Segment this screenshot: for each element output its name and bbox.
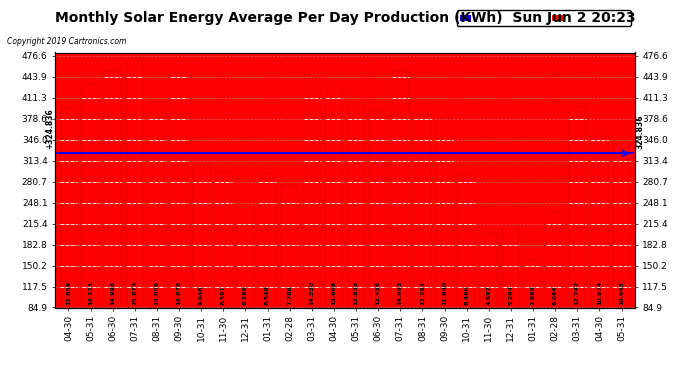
Bar	[613, 140, 630, 308]
Bar	[414, 114, 431, 308]
Bar	[215, 172, 232, 308]
Bar	[282, 185, 298, 308]
Text: 7.768: 7.768	[287, 285, 292, 305]
Bar	[480, 234, 497, 308]
Legend: Average  (kWh), Monthly  (kWh): Average (kWh), Monthly (kWh)	[457, 10, 631, 26]
Text: 12.747: 12.747	[575, 280, 580, 305]
Text: 12.938: 12.938	[353, 280, 359, 305]
Text: 14.878: 14.878	[177, 280, 181, 305]
Text: 9.048: 9.048	[199, 285, 204, 305]
Text: 6.084: 6.084	[553, 285, 558, 305]
Bar	[193, 165, 210, 308]
Bar	[591, 136, 608, 308]
Bar	[126, 57, 143, 308]
Text: Copyright 2019 Cartronics.com: Copyright 2019 Cartronics.com	[7, 38, 126, 46]
Text: 12.281: 12.281	[420, 280, 425, 305]
Bar	[524, 261, 542, 308]
Bar	[237, 209, 254, 308]
Text: 11.940: 11.940	[442, 281, 447, 305]
Bar	[171, 73, 188, 308]
Text: 12.659: 12.659	[66, 280, 71, 305]
Bar	[82, 84, 99, 308]
Bar	[502, 224, 519, 308]
Bar	[569, 107, 586, 307]
Bar	[436, 120, 453, 308]
Bar	[547, 211, 564, 308]
Bar	[259, 173, 276, 308]
Bar	[104, 71, 121, 308]
Text: 4.697: 4.697	[486, 285, 491, 305]
Text: 324.836: 324.836	[635, 115, 645, 149]
Text: 8.591: 8.591	[221, 285, 226, 305]
Bar	[148, 102, 166, 308]
Text: Monthly Solar Energy Average Per Day Production (KWh)  Sun Jun 2 20:23: Monthly Solar Energy Average Per Day Pro…	[55, 11, 635, 25]
Text: 2.986: 2.986	[531, 285, 535, 305]
Text: 14.993: 14.993	[398, 280, 403, 305]
Text: 10.874: 10.874	[597, 281, 602, 305]
Text: 13.029: 13.029	[155, 281, 159, 305]
Bar	[60, 108, 77, 308]
Text: 14.221: 14.221	[88, 280, 93, 305]
Text: 14.550: 14.550	[309, 281, 315, 305]
Text: +324.836: +324.836	[45, 109, 55, 149]
Text: 10.645: 10.645	[619, 281, 624, 305]
Bar	[370, 111, 386, 308]
Bar	[304, 78, 320, 308]
Bar	[392, 71, 408, 308]
Text: 15.873: 15.873	[132, 280, 137, 305]
Text: 6.289: 6.289	[243, 285, 248, 305]
Bar	[458, 174, 475, 308]
Text: 12.456: 12.456	[375, 280, 381, 305]
Bar	[348, 104, 364, 308]
Text: 8.549: 8.549	[265, 285, 270, 305]
Text: 5.294: 5.294	[509, 285, 513, 305]
Bar	[326, 88, 342, 308]
Text: 8.460: 8.460	[464, 285, 469, 305]
Text: 13.908: 13.908	[331, 281, 337, 305]
Text: 14.996: 14.996	[110, 280, 115, 305]
